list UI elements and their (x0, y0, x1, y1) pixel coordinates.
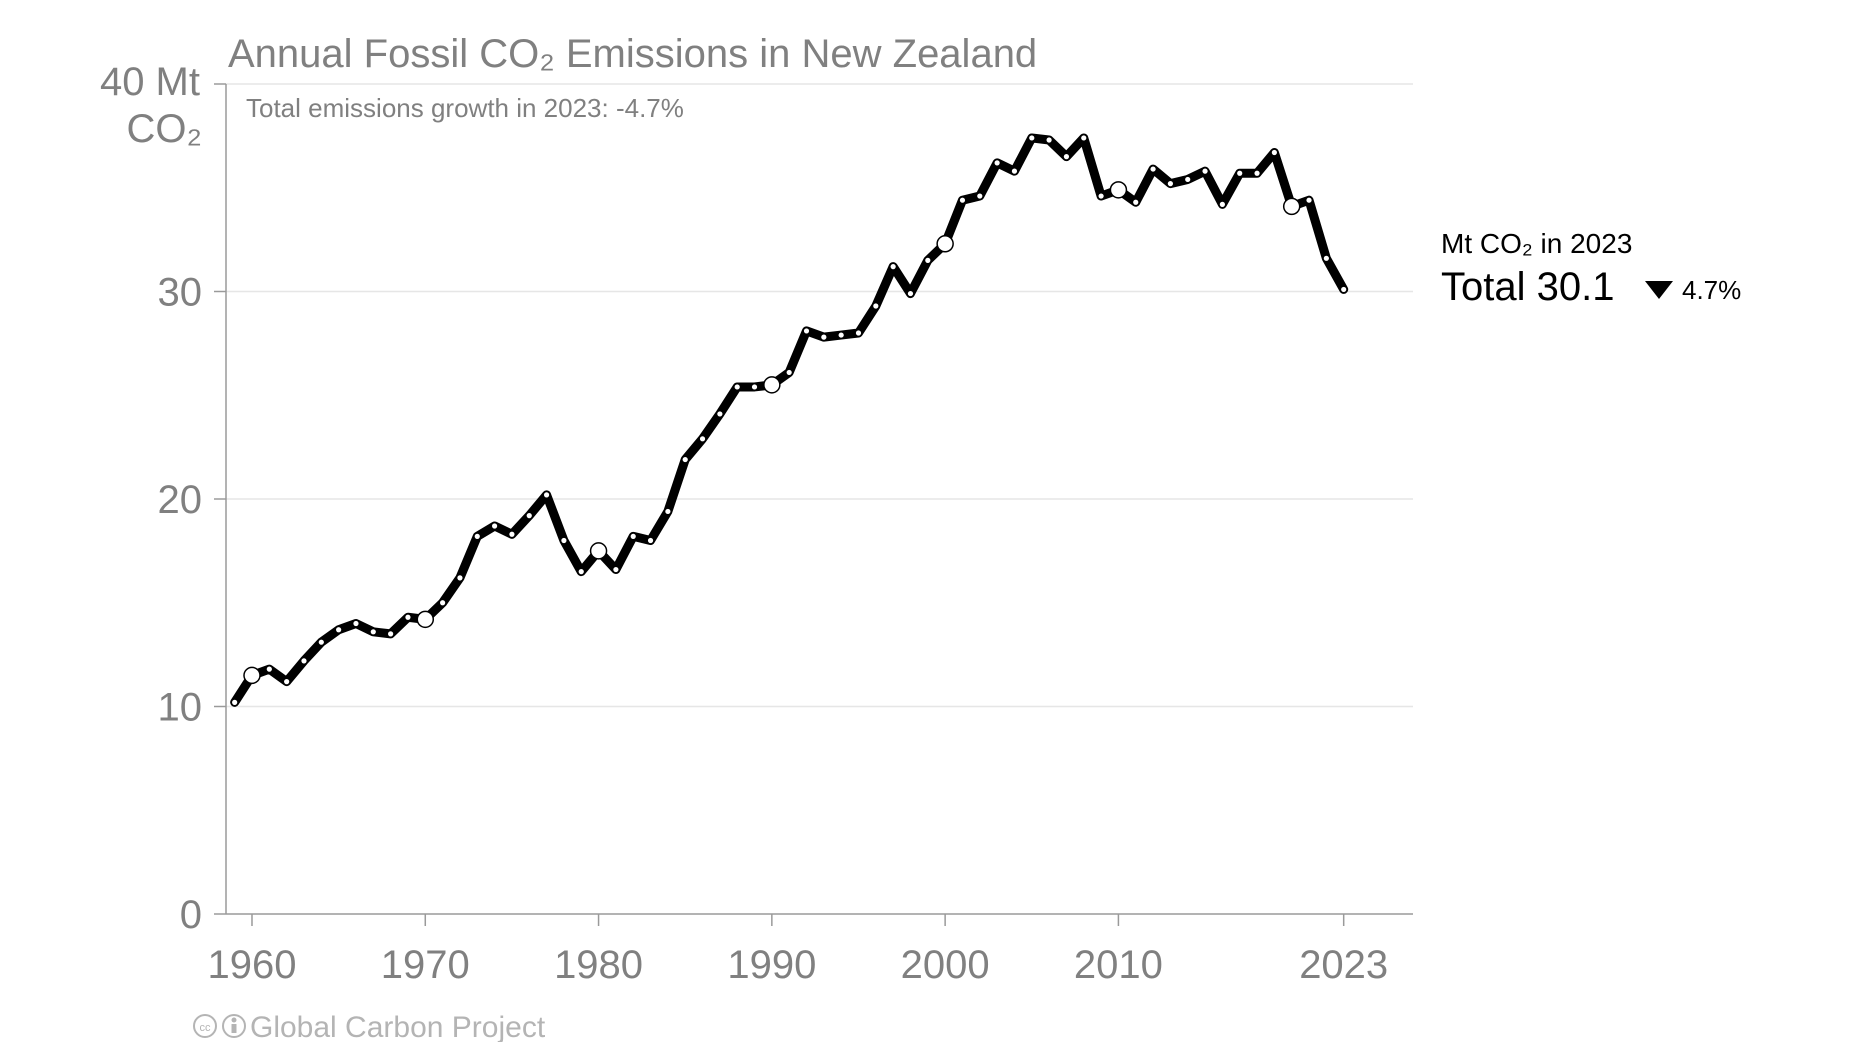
down-triangle-icon (1645, 281, 1673, 299)
series-line-0 (230, 133, 1349, 707)
y-axis-label-line-1: 40 Mt (100, 60, 200, 104)
annotation-total-label: Total 30.1 (1441, 265, 1614, 309)
data-point-1982 (630, 533, 636, 539)
data-point-1968 (388, 631, 394, 637)
x-tick-label-2023: 2023 (1299, 943, 1388, 987)
creative-commons-icon: cc (193, 1014, 217, 1038)
data-point-1981 (613, 566, 619, 573)
chart-title: Annual Fossil CO₂ Emissions in New Zeala… (228, 32, 1037, 76)
data-point-1959 (232, 699, 238, 705)
data-point-1975 (509, 531, 515, 537)
data-point-2022 (1323, 255, 1329, 261)
x-tick-label-2000: 2000 (901, 943, 990, 987)
data-point-1998 (907, 290, 914, 297)
x-tick-label-1970: 1970 (381, 943, 470, 987)
x-tick-label-1990: 1990 (727, 943, 816, 987)
data-point-1966 (353, 620, 359, 627)
data-point-1967 (370, 629, 376, 635)
data-point-1983 (647, 537, 654, 544)
data-point-1976 (526, 513, 532, 519)
data-point-1965 (336, 627, 342, 633)
grid-lines (226, 83, 1413, 708)
data-point-1972 (457, 575, 463, 581)
tick-labels: 0 10 20 30 1960 1970 1980 1990 2000 2010 2023 (158, 271, 1389, 988)
x-tick-label-1960: 1960 (208, 943, 297, 987)
data-point-1996 (873, 303, 879, 309)
y-tick-label-20: 20 (158, 478, 203, 522)
data-point-1973 (474, 533, 480, 539)
chart-subtitle: Total emissions growth in 2023: -4.7% (246, 93, 684, 123)
data-point-1985 (682, 456, 688, 463)
attribution-icon (222, 1014, 246, 1038)
data-point-2010 (1109, 181, 1128, 199)
data-point-1960 (243, 666, 261, 685)
data-point-1970 (416, 610, 435, 629)
data-point-1986 (699, 436, 706, 442)
data-point-1989 (751, 384, 758, 390)
data-point-2000 (936, 235, 954, 253)
data-point-1978 (561, 537, 567, 544)
y-tick-label-10: 10 (158, 686, 203, 730)
data-point-2014 (1185, 176, 1191, 183)
svg-text:cc: cc (200, 1022, 212, 1034)
data-point-2001 (959, 197, 966, 203)
axes (214, 83, 1413, 926)
annotation-unit-label: Mt CO₂ in 2023 (1441, 228, 1632, 259)
data-point-1992 (803, 328, 810, 334)
x-tick-label-1980: 1980 (554, 943, 643, 987)
y-tick-label-0: 0 (180, 893, 202, 937)
data-point-1964 (318, 639, 324, 645)
data-point-2016 (1219, 201, 1225, 207)
data-point-1990 (763, 376, 781, 394)
data-point-1962 (284, 679, 290, 685)
data-point-1988 (734, 384, 740, 390)
data-point-1977 (543, 492, 550, 498)
data-point-1987 (717, 411, 723, 417)
data-point-1993 (821, 334, 827, 340)
data-point-2004 (1011, 168, 1018, 174)
data-point-1995 (855, 330, 862, 336)
data-point-2020 (1282, 197, 1301, 216)
data-point-1963 (301, 658, 307, 664)
annotation-change-label: 4.7% (1682, 275, 1741, 305)
data-point-2011 (1133, 199, 1139, 205)
data-point-2013 (1167, 181, 1174, 187)
data-point-2005 (1029, 135, 1035, 141)
data-point-2009 (1098, 193, 1104, 199)
data-point-1980 (589, 542, 608, 560)
data-point-2019 (1271, 149, 1277, 156)
data-point-1997 (890, 264, 896, 270)
x-tick-label-2010: 2010 (1074, 943, 1163, 987)
data-point-2007 (1063, 154, 1070, 160)
data-point-2012 (1150, 166, 1156, 172)
data-point-1991 (786, 369, 792, 376)
data-point-2008 (1081, 135, 1087, 141)
data-point-1961 (266, 666, 272, 672)
data-point-2006 (1046, 137, 1052, 143)
data-point-2015 (1202, 168, 1208, 174)
data-point-2021 (1306, 197, 1312, 203)
data-point-1971 (440, 600, 446, 606)
y-tick-label-30: 30 (158, 271, 203, 315)
data-point-1979 (578, 569, 584, 575)
data-point-2018 (1254, 170, 1260, 176)
y-axis-label-line-2: CO₂ (126, 107, 202, 151)
data-point-1999 (925, 257, 931, 263)
data-point-1974 (491, 523, 498, 529)
data-point-1969 (405, 614, 411, 620)
data-point-2002 (977, 193, 983, 199)
series-layer (230, 133, 1349, 707)
data-point-2003 (994, 160, 1000, 166)
data-point-2017 (1237, 170, 1243, 176)
footer-credit: Global Carbon Project (250, 1011, 546, 1042)
data-point-1984 (665, 508, 671, 515)
data-point-1994 (838, 332, 844, 338)
data-point-2023 (1341, 286, 1347, 293)
